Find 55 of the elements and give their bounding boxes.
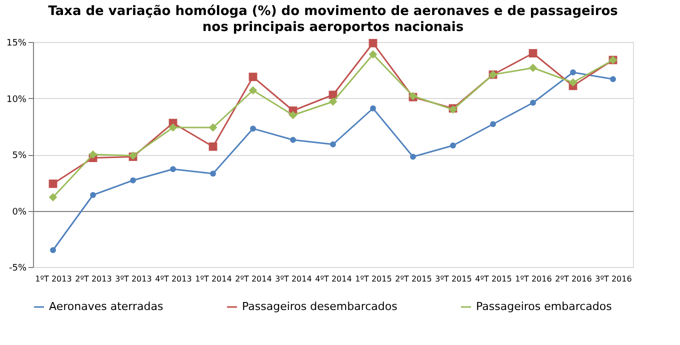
point (90, 192, 96, 198)
point (248, 86, 258, 95)
point (50, 247, 56, 254)
point (208, 142, 218, 151)
x-tick-label: 2ºT 2014 (235, 274, 272, 284)
y-tick-label: 5% (12, 151, 27, 161)
x-tick-label: 4ºT 2013 (155, 274, 192, 284)
y-tick-label: 10% (6, 94, 27, 105)
y-tick-label: -5% (8, 264, 27, 274)
legend-label: Aeronaves aterradas (49, 300, 164, 313)
point (88, 150, 98, 159)
point (168, 123, 178, 132)
point (250, 126, 256, 132)
point (130, 177, 136, 184)
x-tick-label: 2ºT 2015 (395, 274, 432, 284)
point (568, 78, 578, 87)
point (610, 76, 616, 82)
legend-label: Passageiros desembarcados (242, 300, 398, 313)
point (48, 193, 58, 202)
x-tick-label: 2ºT 2013 (75, 274, 112, 284)
point (528, 49, 538, 58)
point (530, 100, 536, 106)
chart-subtitle: nos principais aeroportos nacionais (202, 20, 464, 35)
point (328, 97, 338, 106)
x-tick-label: 3ºT 2013 (115, 274, 152, 284)
x-tick-label: 1ºT 2013 (35, 274, 72, 284)
point (528, 64, 538, 72)
point (490, 121, 496, 128)
point (370, 105, 376, 112)
y-tick-label: 15% (6, 38, 27, 48)
point (210, 170, 216, 177)
point (410, 154, 416, 160)
x-tick-label: 3ºT 2016 (595, 274, 632, 284)
y-tick-label: 0% (12, 207, 27, 218)
point (368, 50, 378, 59)
point (288, 110, 298, 120)
point (170, 166, 176, 172)
legend-label: Passageiros embarcados (476, 300, 612, 313)
x-tick-label: 1ºT 2015 (355, 274, 392, 284)
x-tick-label: 3ºT 2015 (435, 274, 472, 284)
point (368, 38, 378, 48)
point (450, 142, 456, 148)
point (48, 180, 58, 188)
x-tick-label: 2ºT 2016 (555, 274, 592, 284)
x-tick-label: 1ºT 2014 (195, 274, 232, 284)
x-tick-label: 4ºT 2014 (315, 274, 352, 284)
point (208, 123, 218, 132)
point (248, 72, 258, 82)
x-tick-label: 1ºT 2016 (515, 274, 552, 284)
x-tick-label: 3ºT 2014 (275, 274, 312, 284)
x-tick-label: 4ºT 2015 (475, 274, 512, 284)
point (570, 69, 576, 76)
point (290, 136, 296, 143)
chart-title: Taxa de variação homóloga (%) do movimento de aeronaves e de passageiros (48, 4, 618, 19)
point (330, 141, 336, 148)
